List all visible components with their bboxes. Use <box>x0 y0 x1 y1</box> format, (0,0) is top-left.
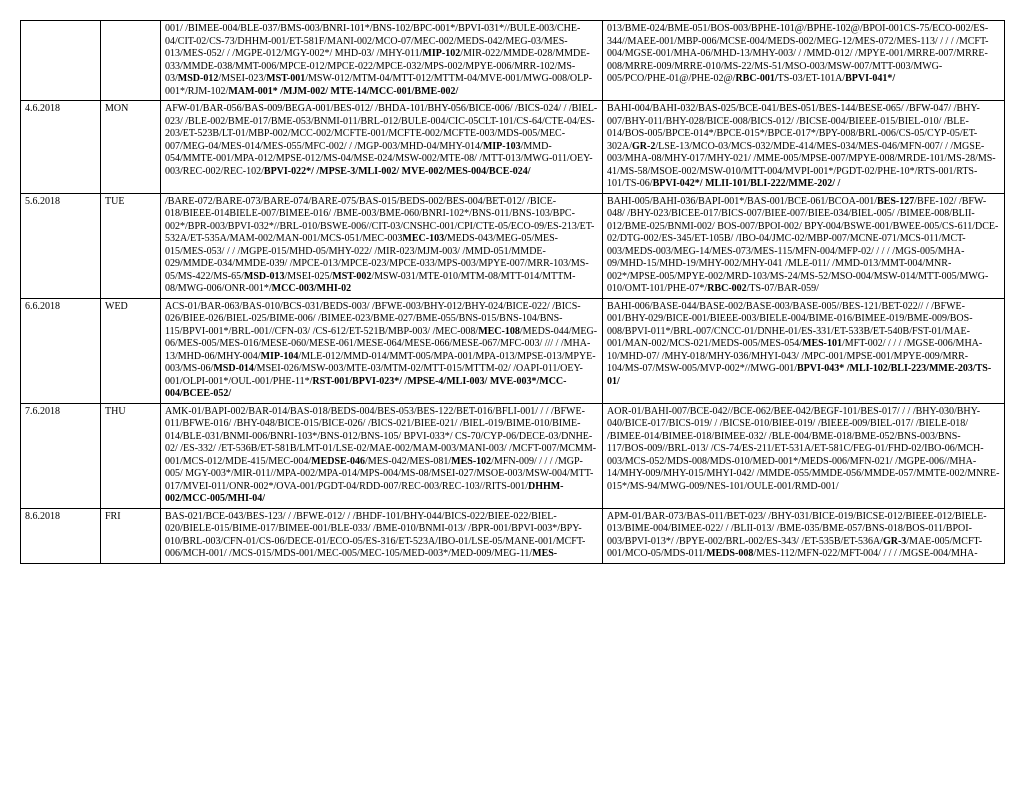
codes-cell-b: BAHI-004/BAHI-032/BAS-025/BCE-041/BES-05… <box>603 101 1005 194</box>
date-cell: 8.6.2018 <box>21 508 101 563</box>
codes-cell-a: BAS-021/BCE-043/BES-123/ / /BFWE-012/ / … <box>161 508 603 563</box>
date-cell: 4.6.2018 <box>21 101 101 194</box>
codes-cell-a: /BARE-072/BARE-073/BARE-074/BARE-075/BAS… <box>161 193 603 298</box>
date-cell: 5.6.2018 <box>21 193 101 298</box>
codes-cell-b: 013/BME-024/BME-051/BOS-003/BPHE-101@/BP… <box>603 21 1005 101</box>
day-cell: FRI <box>101 508 161 563</box>
codes-cell-b: BAHI-005/BAHI-036/BAPI-001*/BAS-001/BCE-… <box>603 193 1005 298</box>
table-row: 7.6.2018THUAMK-01/BAPI-002/BAR-014/BAS-0… <box>21 403 1005 508</box>
codes-cell-b: AOR-01/BAHI-007/BCE-042//BCE-062/BEE-042… <box>603 403 1005 508</box>
day-cell <box>101 21 161 101</box>
table-row: 4.6.2018MONAFW-01/BAR-056/BAS-009/BEGA-0… <box>21 101 1005 194</box>
codes-cell-a: ACS-01/BAR-063/BAS-010/BCS-031/BEDS-003/… <box>161 298 603 403</box>
table-row: 5.6.2018TUE/BARE-072/BARE-073/BARE-074/B… <box>21 193 1005 298</box>
day-cell: TUE <box>101 193 161 298</box>
date-cell: 6.6.2018 <box>21 298 101 403</box>
codes-cell-a: 001/ /BIMEE-004/BLE-037/BMS-003/BNRI-101… <box>161 21 603 101</box>
date-cell <box>21 21 101 101</box>
schedule-table: 001/ /BIMEE-004/BLE-037/BMS-003/BNRI-101… <box>20 20 1005 564</box>
codes-cell-b: APM-01/BAR-073/BAS-011/BET-023/ /BHY-031… <box>603 508 1005 563</box>
codes-cell-b: BAHI-006/BASE-044/BASE-002/BASE-003/BASE… <box>603 298 1005 403</box>
codes-cell-a: AFW-01/BAR-056/BAS-009/BEGA-001/BES-012/… <box>161 101 603 194</box>
table-row: 001/ /BIMEE-004/BLE-037/BMS-003/BNRI-101… <box>21 21 1005 101</box>
day-cell: MON <box>101 101 161 194</box>
codes-cell-a: AMK-01/BAPI-002/BAR-014/BAS-018/BEDS-004… <box>161 403 603 508</box>
table-row: 6.6.2018WEDACS-01/BAR-063/BAS-010/BCS-03… <box>21 298 1005 403</box>
date-cell: 7.6.2018 <box>21 403 101 508</box>
day-cell: WED <box>101 298 161 403</box>
table-row: 8.6.2018FRIBAS-021/BCE-043/BES-123/ / /B… <box>21 508 1005 563</box>
day-cell: THU <box>101 403 161 508</box>
